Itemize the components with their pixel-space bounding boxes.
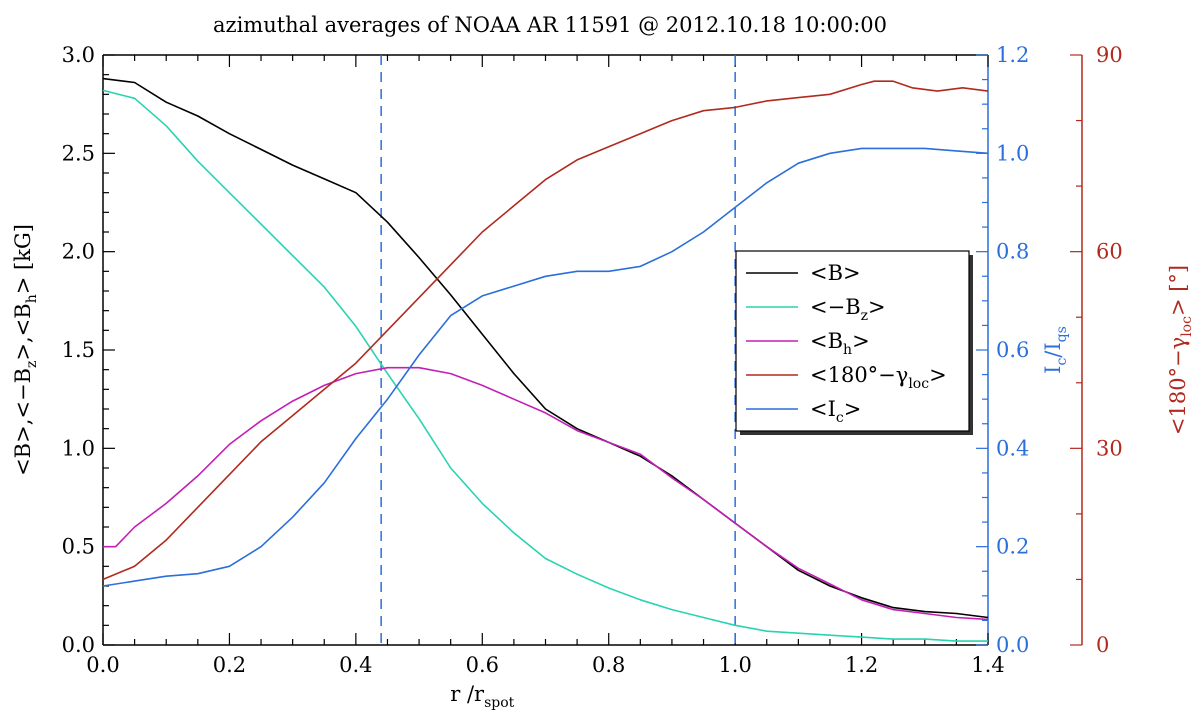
y-right1-tick-label: 1.2 (996, 43, 1029, 67)
label-text: <B (810, 329, 843, 353)
label-text: <B>,<−B (11, 368, 35, 476)
label-text: <180°−γ (1166, 337, 1190, 435)
legend: <B><−Bz><Bh><180°−γloc><Ic> (735, 250, 973, 435)
x-tick-label: 1.2 (845, 653, 878, 677)
subscript-text: c (836, 410, 844, 426)
legend-label-B: <B> (810, 261, 861, 285)
label-text: > (852, 329, 870, 353)
x-tick-label: 0.0 (86, 653, 119, 677)
y-left-tick-label: 0.0 (62, 633, 95, 657)
series-line-gamma (102, 80, 989, 581)
x-tick-label: 1.0 (718, 653, 751, 677)
y-right1-tick-label: 0.0 (996, 633, 1029, 657)
y-right2-axis-label: <180°−γloc> [°] (1166, 265, 1195, 435)
label-text: /I (1041, 342, 1065, 357)
label-text: r /r (450, 682, 485, 706)
subscript-text: loc (1179, 316, 1195, 337)
label-text: > (929, 363, 947, 387)
x-tick-label: 0.6 (466, 653, 499, 677)
subscript-text: z (861, 308, 868, 324)
y-right1-tick-label: 1.0 (996, 141, 1029, 165)
label-text: > (844, 397, 862, 421)
series-line-Bh (103, 366, 989, 621)
legend-label-Ic: <Ic> (810, 397, 861, 426)
subscript-text: spot (484, 695, 515, 711)
y-left-tick-label: 2.0 (62, 240, 95, 264)
x-tick-label: 1.4 (971, 653, 1004, 677)
y-right1-tick-label: 0.6 (996, 338, 1029, 362)
y-right1-axis-label: Ic/Iqs (1041, 326, 1070, 374)
y-right2-label-text: <180°−γloc> [°] (1166, 265, 1195, 435)
y-right1-tick-label: 0.8 (996, 240, 1029, 264)
y-left-tick-label: 2.5 (62, 141, 95, 165)
subscript-text: h (24, 294, 40, 303)
plot-area: 0.0 0.2 0.4 0.6 0.8 1.0 1.2 1.40.00.51.01.52.02… (11, 43, 1195, 711)
subscript-text: qs (1054, 326, 1070, 342)
subscript-text: c (1054, 358, 1070, 366)
label-text: > (868, 295, 886, 319)
y-left-label-text: <B>,<−Bz>,<Bh> [kG] (11, 224, 40, 476)
label-text: > [kG] (11, 224, 35, 294)
y-right2-tick-label: 0 (1096, 633, 1109, 657)
series-line-neg_Bz (102, 89, 988, 642)
label-text: >,<B (11, 303, 35, 360)
y-right2-tick-label: 30 (1096, 436, 1123, 460)
y-left-tick-label: 1.0 (62, 436, 95, 460)
x-tick-label: 0.2 (213, 653, 246, 677)
x-tick-label: 0.4 (339, 653, 372, 677)
subscript-text: z (24, 361, 40, 368)
label-text: > [°] (1166, 265, 1190, 316)
y-right2-tick-label: 90 (1096, 43, 1123, 67)
y-right1-tick-label: 0.4 (996, 436, 1029, 460)
legend-label-neg_Bz: <−Bz> (810, 295, 886, 324)
series-line-Ic (102, 147, 989, 587)
y-left-tick-label: 1.5 (62, 338, 95, 362)
label-text: <I (810, 397, 836, 421)
label-text: <−B (810, 295, 861, 319)
y-left-tick-label: 0.5 (62, 535, 95, 559)
y-right1-tick-label: 0.2 (996, 535, 1029, 559)
y-left-axis-label: <B>,<−Bz>,<Bh> [kG] (11, 224, 40, 476)
y-right1-label-text: Ic/Iqs (1041, 326, 1070, 374)
chart-title: azimuthal averages of NOAA AR 11591 @ 20… (213, 13, 887, 37)
subscript-text: loc (908, 376, 929, 392)
legend-label-gamma: <180°−γloc> (810, 363, 947, 392)
label-text: <180°−γ (810, 363, 908, 387)
y-left-tick-label: 3.0 (62, 43, 95, 67)
x-tick-label: 0.8 (592, 653, 625, 677)
label-text: I (1041, 366, 1065, 374)
label-text: <B> (810, 261, 861, 285)
y-right2-tick-label: 60 (1096, 240, 1123, 264)
x-axis-label: r /rspot (450, 682, 514, 711)
subscript-text: h (843, 342, 852, 358)
legend-label-Bh: <Bh> (810, 329, 870, 358)
